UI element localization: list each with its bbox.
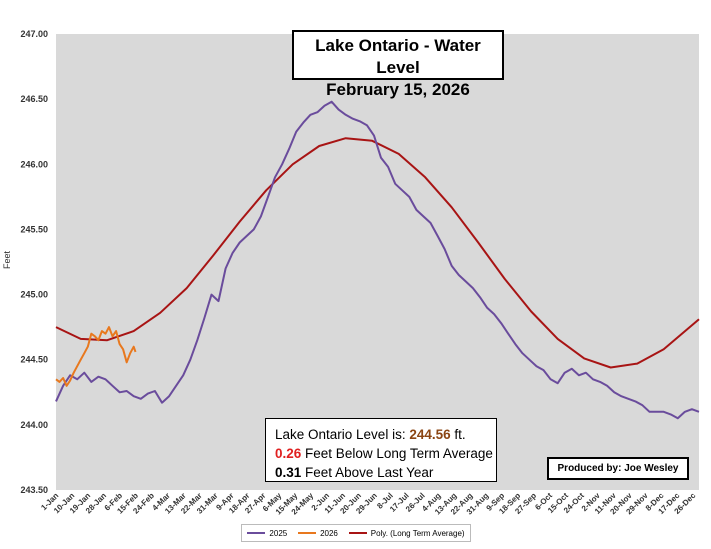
legend: 2025 2026 Poly. (Long Term Average) [241, 524, 471, 542]
y-axis: 243.50 244.00 244.50 245.00 245.50 246.00 246.… [20, 29, 48, 495]
legend-item-average: Poly. (Long Term Average) [348, 528, 465, 538]
level-label: Lake Ontario Level is: [275, 427, 406, 442]
legend-swatch-average [348, 532, 367, 534]
level-line: Lake Ontario Level is: 244.56 ft. [275, 425, 496, 444]
series-average-line [55, 137, 700, 369]
below-text: Feet Below Long Term Average [305, 446, 493, 461]
series-group [55, 100, 700, 420]
above-line: 0.31 Feet Above Last Year [275, 463, 496, 482]
legend-swatch-2025 [247, 532, 266, 534]
x-axis: 1-Jan10-Jan19-Jan28-Jan6-Feb15-Feb24-Feb… [39, 491, 698, 517]
below-line: 0.26 Feet Below Long Term Average [275, 444, 496, 463]
y-tick-label: 246.00 [20, 159, 48, 169]
y-axis-label: Feet [2, 250, 13, 270]
series-2025-line [55, 100, 700, 420]
below-value: 0.26 [275, 446, 302, 461]
above-text: Feet Above Last Year [305, 465, 434, 480]
level-value: 244.56 [409, 427, 451, 442]
chart-title: Lake Ontario - Water Level February 15, … [292, 30, 504, 99]
title-line-1: Lake Ontario - Water Level [315, 36, 481, 77]
series-2026-line [55, 326, 137, 387]
legend-label-2026: 2026 [320, 528, 338, 538]
level-unit: ft. [454, 427, 466, 442]
legend-item-2025: 2025 [247, 529, 287, 538]
title-line-2: February 15, 2026 [326, 80, 470, 99]
info-box: Lake Ontario Level is: 244.56 ft. 0.26 F… [265, 418, 497, 482]
plot-area [56, 34, 699, 490]
legend-swatch-2026 [298, 532, 317, 534]
y-tick-label: 246.50 [20, 94, 48, 104]
y-tick-label: 247.00 [20, 29, 48, 39]
legend-label-average: Poly. (Long Term Average) [370, 528, 465, 538]
y-tick-label: 245.50 [20, 224, 48, 234]
y-tick-label: 244.50 [20, 355, 48, 365]
y-tick-label: 244.00 [20, 420, 48, 430]
credit-box: Produced by: Joe Wesley [547, 457, 689, 480]
legend-item-2026: 2026 [298, 529, 338, 538]
y-tick-label: 245.00 [20, 290, 48, 300]
legend-label-2025: 2025 [269, 528, 288, 538]
above-value: 0.31 [275, 465, 302, 480]
y-tick-label: 243.50 [20, 485, 48, 495]
